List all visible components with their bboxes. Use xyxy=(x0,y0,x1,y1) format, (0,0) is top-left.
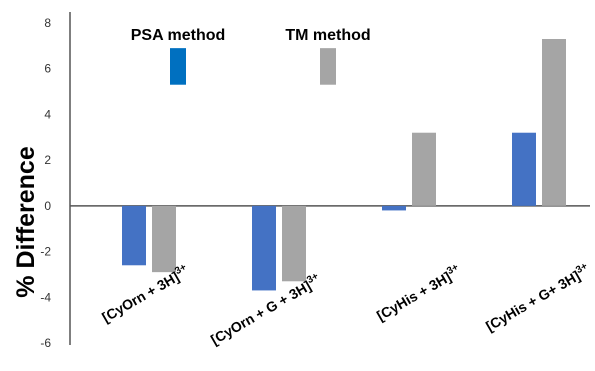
bars xyxy=(122,39,566,291)
category-labels: [CyOrn + 3H]3+[CyOrn + G + 3H]3+ [CyHis +… xyxy=(99,261,593,348)
y-tick-label: 2 xyxy=(44,153,51,167)
legend-label-psa: PSA method xyxy=(131,27,226,44)
category-label-4: [CyHis + G+ 3H]3+ xyxy=(482,261,592,334)
category-label-3: [CyHis + 3H]3+ xyxy=(373,262,463,324)
y-tick-label: -6 xyxy=(40,336,51,350)
bar-psa-1 xyxy=(122,205,146,266)
category-label-1: [CyOrn + 3H]3+ xyxy=(99,262,192,325)
y-tick-label: 8 xyxy=(44,16,51,30)
y-tick-label: 0 xyxy=(44,199,51,213)
y-tick-label: -4 xyxy=(40,290,51,304)
bar-tm-3 xyxy=(412,132,436,206)
bar-tm-2 xyxy=(282,205,306,282)
y-axis-label: % Difference xyxy=(12,146,40,298)
bar-tm-4 xyxy=(542,39,566,206)
bar-psa-3 xyxy=(382,205,406,211)
legend-swatch-tm xyxy=(320,48,336,85)
bar-psa-4 xyxy=(512,132,536,206)
y-tick-label: 6 xyxy=(44,62,51,76)
y-tick-label: -2 xyxy=(40,245,51,259)
legend-label-tm: TM method xyxy=(285,27,370,44)
legend: PSA method TM method xyxy=(131,27,371,85)
legend-swatch-psa xyxy=(170,48,186,85)
bar-psa-2 xyxy=(252,205,276,291)
y-tick-label: 4 xyxy=(44,107,51,121)
bar-tm-1 xyxy=(152,205,176,273)
